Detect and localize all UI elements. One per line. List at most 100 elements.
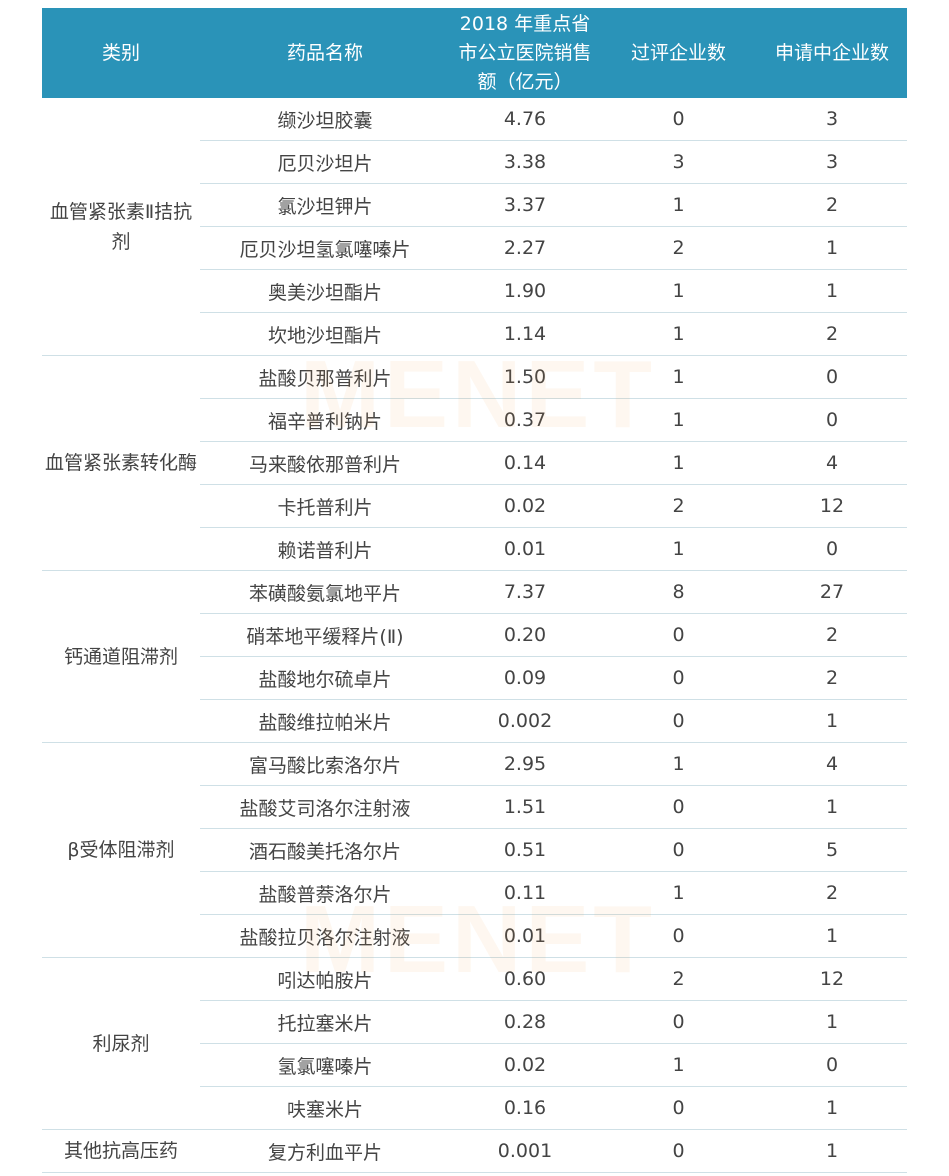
drug-name-cell: 复方利血平片 — [200, 1129, 450, 1173]
sales-cell: 0.01 — [450, 527, 600, 571]
drug-name-cell: 盐酸维拉帕米片 — [200, 699, 450, 743]
drug-name-cell: 苯磺酸氨氯地平片 — [200, 570, 450, 614]
table-row: 托拉塞米片 0.28 0 1 — [42, 1000, 907, 1044]
approved-count-cell: 0 — [600, 1000, 757, 1044]
sales-cell: 2.27 — [450, 226, 600, 270]
drug-name-cell: 盐酸艾司洛尔注射液 — [200, 785, 450, 829]
drug-name-cell: 托拉塞米片 — [200, 1000, 450, 1044]
sales-cell: 0.11 — [450, 871, 600, 915]
table-row: β受体阻滞剂 富马酸比索洛尔片 2.95 1 4 — [42, 742, 907, 958]
drug-name-cell: 氢氯噻嗪片 — [200, 1043, 450, 1087]
approved-count-cell: 0 — [600, 699, 757, 743]
pending-count-cell: 5 — [757, 828, 907, 872]
pending-count-cell: 2 — [757, 613, 907, 657]
pending-count-cell: 2 — [757, 656, 907, 700]
pending-count-cell: 0 — [757, 1043, 907, 1087]
approved-count-cell: 1 — [600, 183, 757, 227]
header-sales: 2018 年重点省市公立医院销售额（亿元） — [450, 8, 600, 98]
pending-count-cell: 1 — [757, 226, 907, 270]
approved-count-cell: 1 — [600, 527, 757, 571]
table-row: 血管紧张素Ⅱ拮抗剂 缬沙坦胶囊 4.76 0 3 — [42, 98, 907, 356]
drug-name-cell: 缬沙坦胶囊 — [200, 98, 450, 141]
table-row: 硝苯地平缓释片(Ⅱ) 0.20 0 2 — [42, 613, 907, 657]
sales-cell: 1.90 — [450, 269, 600, 313]
approved-count-cell: 2 — [600, 484, 757, 528]
drug-name-cell: 吲达帕胺片 — [200, 957, 450, 1001]
sales-cell: 1.50 — [450, 355, 600, 399]
approved-count-cell: 0 — [600, 1129, 757, 1173]
approved-count-cell: 0 — [600, 613, 757, 657]
drug-name-cell: 盐酸贝那普利片 — [200, 355, 450, 399]
pending-count-cell: 1 — [757, 1000, 907, 1044]
category-cell: 钙通道阻滞剂 — [42, 570, 200, 743]
header-drug-name: 药品名称 — [200, 8, 450, 98]
table-row: 坎地沙坦酯片 1.14 1 2 — [42, 312, 907, 356]
pending-count-cell: 3 — [757, 140, 907, 184]
sales-cell: 0.51 — [450, 828, 600, 872]
approved-count-cell: 2 — [600, 226, 757, 270]
sales-cell: 0.20 — [450, 613, 600, 657]
drug-name-cell: 福辛普利钠片 — [200, 398, 450, 442]
drug-name-cell: 酒石酸美托洛尔片 — [200, 828, 450, 872]
drug-name-cell: 盐酸普萘洛尔片 — [200, 871, 450, 915]
drug-name-cell: 卡托普利片 — [200, 484, 450, 528]
sales-cell: 1.51 — [450, 785, 600, 829]
table-row: 钙通道阻滞剂 苯磺酸氨氯地平片 7.37 8 27 — [42, 570, 907, 743]
table-row: 福辛普利钠片 0.37 1 0 — [42, 398, 907, 442]
category-cell: β受体阻滞剂 — [42, 742, 200, 958]
pending-count-cell: 1 — [757, 699, 907, 743]
sales-cell: 7.37 — [450, 570, 600, 614]
table-row: 盐酸维拉帕米片 0.002 0 1 — [42, 699, 907, 743]
table-row: 血管紧张素转化酶 盐酸贝那普利片 1.50 1 0 — [42, 355, 907, 571]
approved-count-cell: 3 — [600, 140, 757, 184]
sales-cell: 0.14 — [450, 441, 600, 485]
sales-cell: 3.37 — [450, 183, 600, 227]
table-row: 厄贝沙坦氢氯噻嗪片 2.27 2 1 — [42, 226, 907, 270]
drug-name-cell: 富马酸比索洛尔片 — [200, 742, 450, 786]
header-row: 类别 药品名称 2018 年重点省市公立医院销售额（亿元） 过评企业数 申请中企… — [42, 8, 907, 98]
sales-cell: 0.60 — [450, 957, 600, 1001]
approved-count-cell: 8 — [600, 570, 757, 614]
pending-count-cell: 2 — [757, 871, 907, 915]
table-row: 酒石酸美托洛尔片 0.51 0 5 — [42, 828, 907, 872]
sales-cell: 1.14 — [450, 312, 600, 356]
pending-count-cell: 1 — [757, 1129, 907, 1173]
table-row: 盐酸艾司洛尔注射液 1.51 0 1 — [42, 785, 907, 829]
pending-count-cell: 1 — [757, 914, 907, 958]
pending-count-cell: 12 — [757, 957, 907, 1001]
pending-count-cell: 1 — [757, 1086, 907, 1130]
header-pending-count: 申请中企业数 — [757, 8, 907, 98]
approved-count-cell: 0 — [600, 785, 757, 829]
table-row: 氢氯噻嗪片 0.02 1 0 — [42, 1043, 907, 1087]
sales-cell: 4.76 — [450, 98, 600, 141]
drug-name-cell: 盐酸地尔硫卓片 — [200, 656, 450, 700]
drug-name-cell: 盐酸拉贝洛尔注射液 — [200, 914, 450, 958]
header-approved-count: 过评企业数 — [600, 8, 757, 98]
approved-count-cell: 1 — [600, 312, 757, 356]
approved-count-cell: 1 — [600, 871, 757, 915]
sales-cell: 2.95 — [450, 742, 600, 786]
category-cell: 其他抗高压药 — [42, 1129, 200, 1173]
sales-cell: 0.001 — [450, 1129, 600, 1173]
drug-name-cell: 硝苯地平缓释片(Ⅱ) — [200, 613, 450, 657]
pending-count-cell: 2 — [757, 183, 907, 227]
pending-count-cell: 0 — [757, 398, 907, 442]
pending-count-cell: 0 — [757, 527, 907, 571]
pending-count-cell: 1 — [757, 269, 907, 313]
pending-count-cell: 2 — [757, 312, 907, 356]
drug-name-cell: 厄贝沙坦片 — [200, 140, 450, 184]
pending-count-cell: 1 — [757, 785, 907, 829]
table-row: 氯沙坦钾片 3.37 1 2 — [42, 183, 907, 227]
drug-name-cell: 赖诺普利片 — [200, 527, 450, 571]
table-row: 马来酸依那普利片 0.14 1 4 — [42, 441, 907, 485]
approved-count-cell: 0 — [600, 914, 757, 958]
table-row: 盐酸普萘洛尔片 0.11 1 2 — [42, 871, 907, 915]
sales-cell: 3.38 — [450, 140, 600, 184]
approved-count-cell: 1 — [600, 441, 757, 485]
sales-cell: 0.16 — [450, 1086, 600, 1130]
pending-count-cell: 0 — [757, 355, 907, 399]
sales-cell: 0.01 — [450, 914, 600, 958]
drug-name-cell: 氯沙坦钾片 — [200, 183, 450, 227]
table-row: 盐酸地尔硫卓片 0.09 0 2 — [42, 656, 907, 700]
approved-count-cell: 1 — [600, 742, 757, 786]
